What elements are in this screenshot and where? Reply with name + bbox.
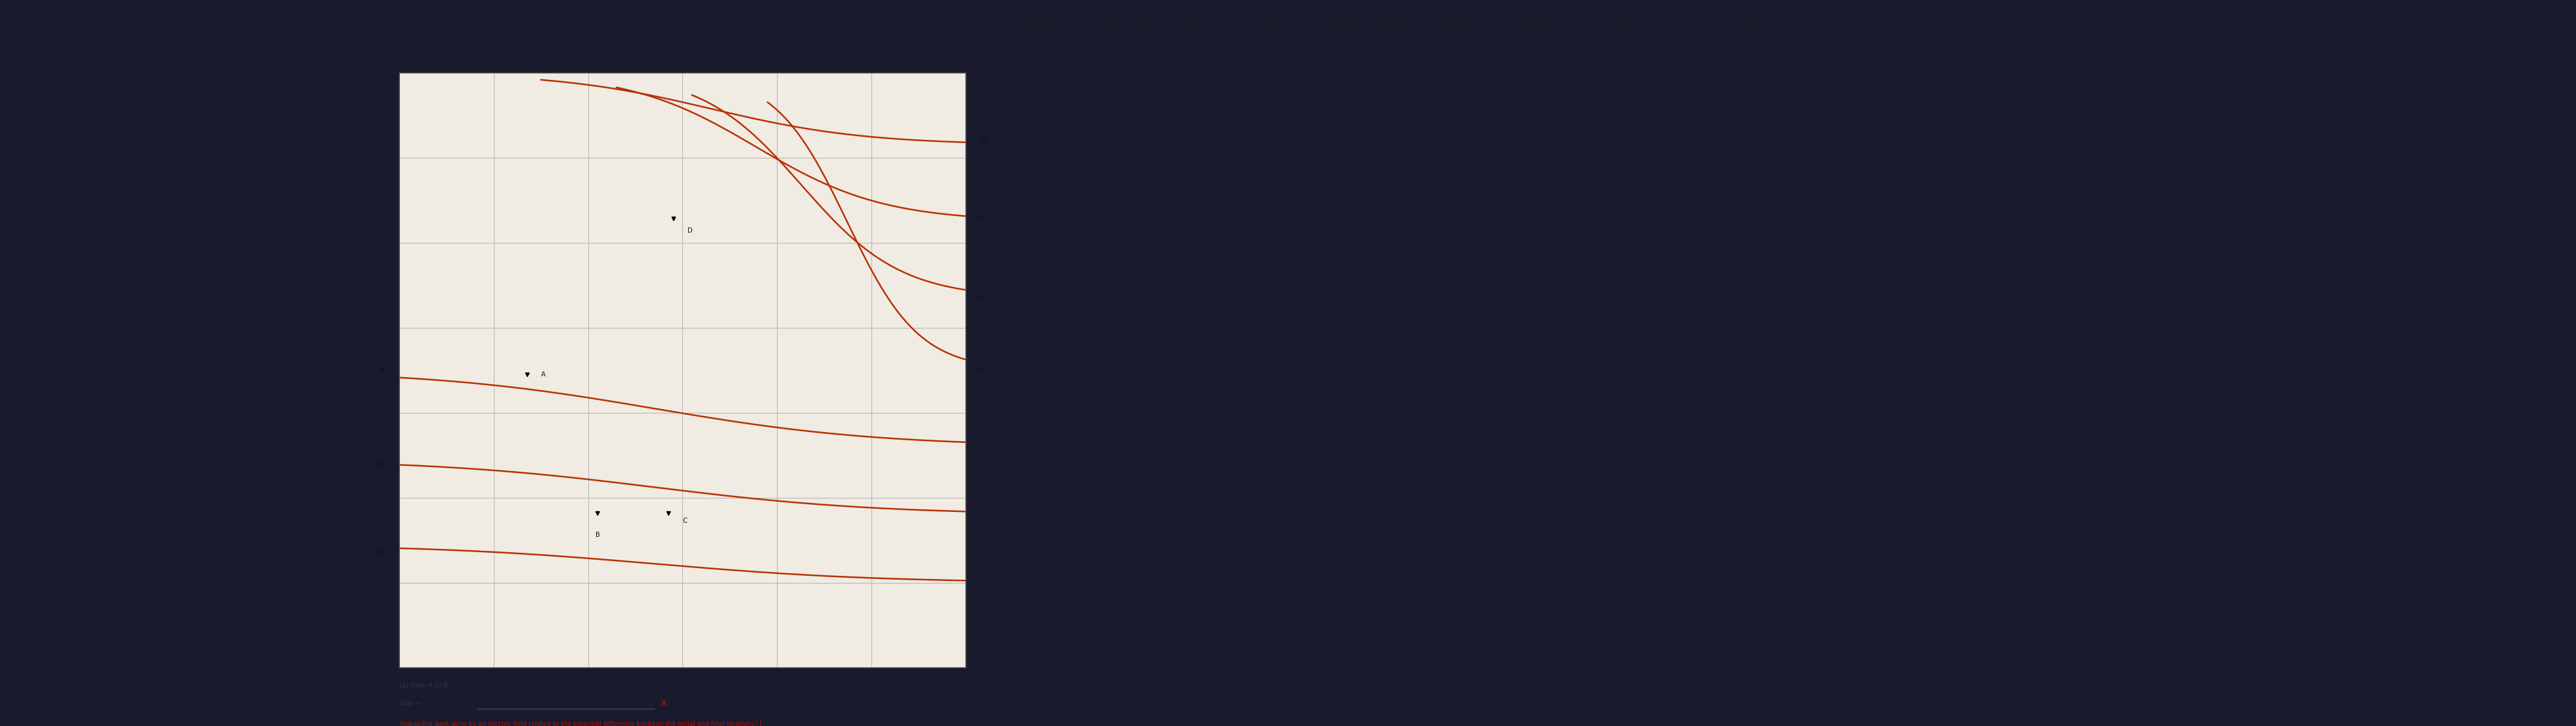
Text: B: B (595, 532, 600, 538)
Text: V₀: V₀ (976, 295, 984, 301)
Text: 2V₀: 2V₀ (976, 214, 989, 221)
Text: $W_{AB}$ =: $W_{AB}$ = (399, 699, 422, 708)
Text: The equipotential lines in a region of electric field are shown in the diagram b: The equipotential lines in a region of e… (997, 18, 1875, 26)
Text: (b) from A to C: (b) from A to C (399, 722, 448, 726)
Text: 3V₀: 3V₀ (976, 137, 989, 144)
Text: How is the work done by an electric field related to the potential difference be: How is the work done by an electric fiel… (399, 721, 762, 726)
Text: (a) from A to B: (a) from A to B (399, 682, 448, 688)
Text: X: X (662, 701, 667, 707)
Text: A: A (541, 371, 546, 378)
Text: -3V₀: -3V₀ (374, 550, 389, 556)
Text: D: D (688, 227, 693, 234)
Text: -V₀: -V₀ (379, 367, 389, 373)
Text: 0V: 0V (976, 367, 987, 373)
Text: -2V₀: -2V₀ (374, 460, 389, 467)
Text: C: C (683, 518, 688, 523)
